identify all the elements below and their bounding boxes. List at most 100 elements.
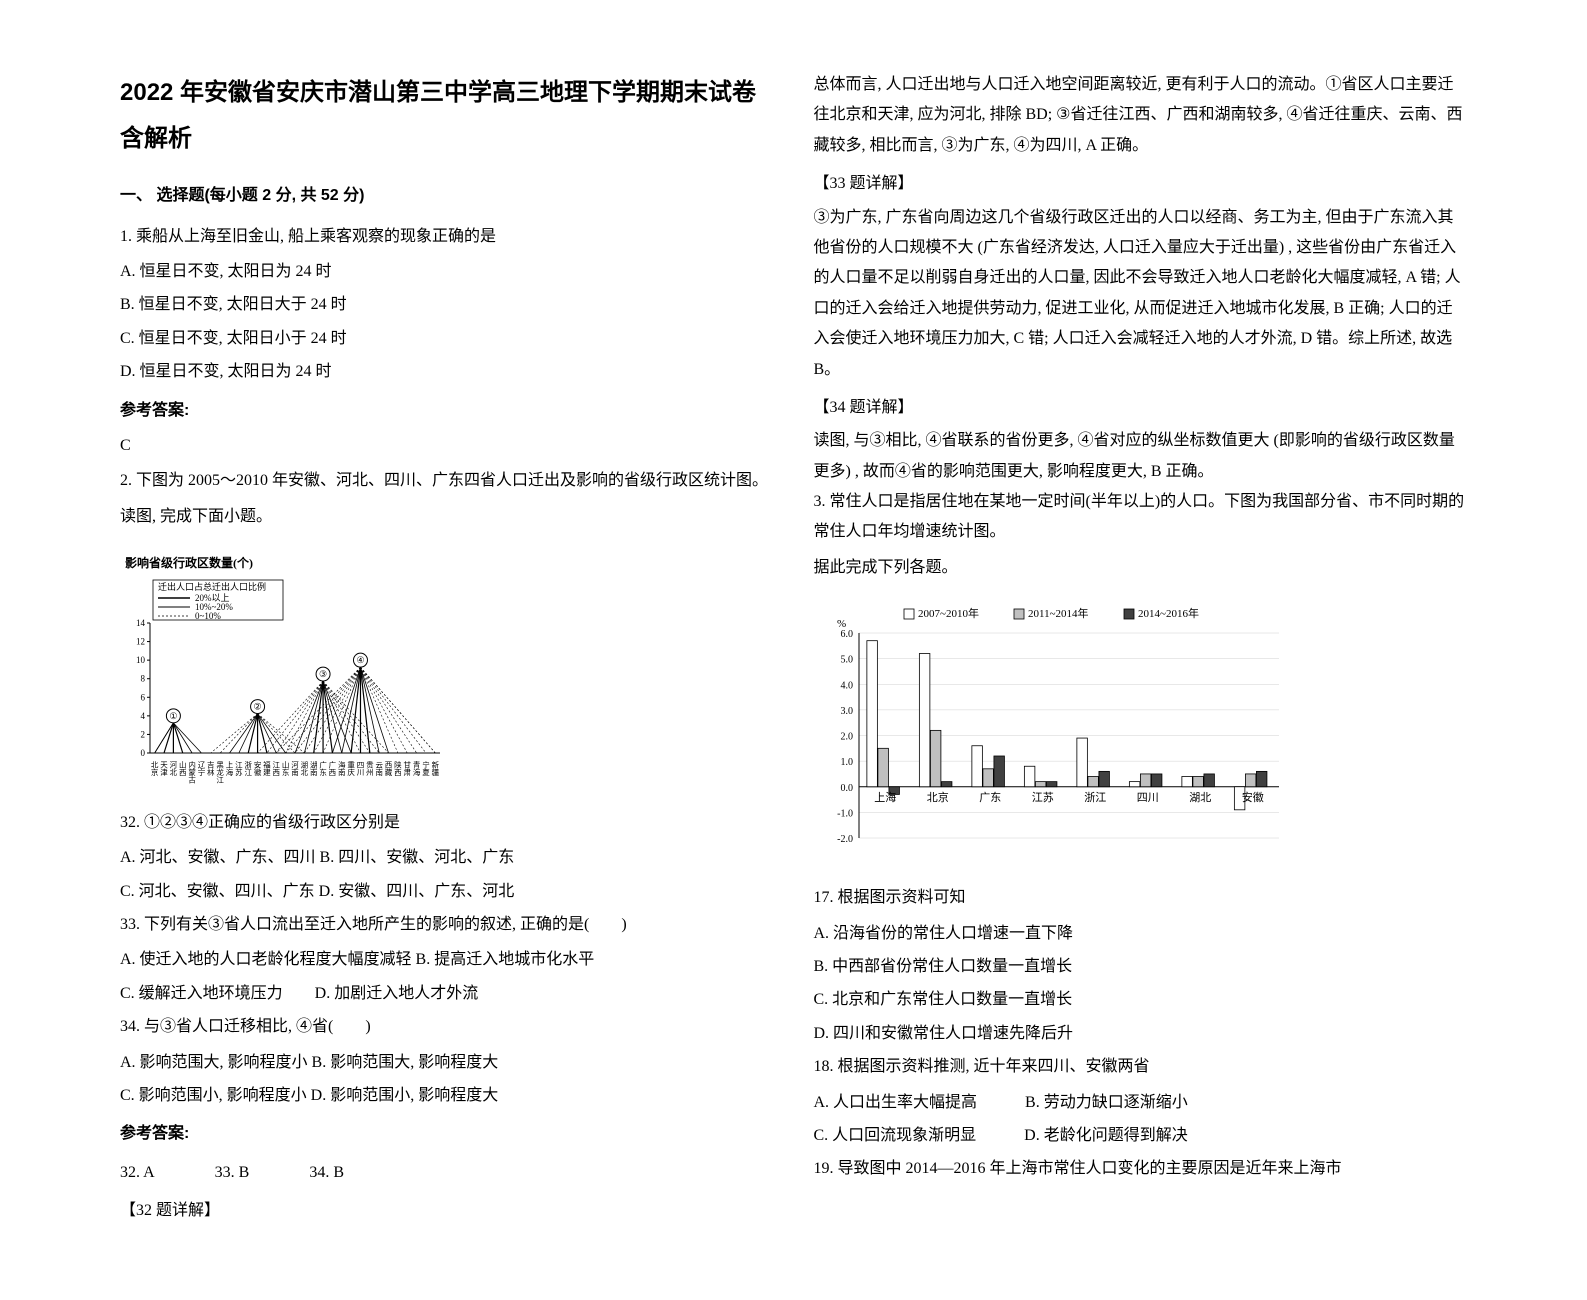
svg-text:5.0: 5.0 [840, 655, 853, 666]
svg-text:北京: 北京 [926, 790, 948, 804]
svg-text:重庆: 重庆 [346, 760, 355, 777]
svg-text:湖北: 湖北 [300, 760, 309, 777]
svg-text:上海: 上海 [225, 760, 234, 777]
svg-text:14: 14 [136, 618, 146, 628]
exp32-text: 总体而言, 人口迁出地与人口迁入地空间距离较近, 更有利于人口的流动。①省区人口… [814, 70, 1468, 161]
svg-text:湖南: 湖南 [309, 760, 318, 776]
svg-text:上海: 上海 [874, 790, 896, 804]
q33-stem: 33. 下列有关③省人口流出至迁入地所产生的影响的叙述, 正确的是( ) [120, 910, 774, 940]
q34-ab: A. 影响范围大, 影响程度小 B. 影响范围大, 影响程度大 [120, 1048, 774, 1078]
q19-stem: 19. 导致图中 2014—2016 年上海市常住人口变化的主要原因是近年来上海… [814, 1154, 1468, 1184]
svg-text:2014~2016年: 2014~2016年 [1138, 606, 1199, 620]
svg-text:四川: 四川 [356, 760, 365, 776]
a34: 34. B [309, 1158, 344, 1188]
svg-text:辽宁: 辽宁 [197, 760, 206, 776]
q32-ab: A. 河北、安徽、广东、四川 B. 四川、安徽、河北、广东 [120, 843, 774, 873]
svg-text:安徽: 安徽 [253, 759, 262, 777]
q18-cd: C. 人口回流现象渐明显 D. 老龄化问题得到解决 [814, 1121, 1468, 1151]
svg-text:2.0: 2.0 [840, 732, 853, 743]
svg-text:安徽: 安徽 [1241, 790, 1263, 804]
q33-cd: C. 缓解迁入地环境压力 D. 加剧迁入地人才外流 [120, 979, 774, 1009]
q1-choice-d: D. 恒星日不变, 太阳日为 24 时 [120, 357, 774, 387]
svg-text:湖北: 湖北 [1189, 791, 1211, 804]
q33-ab: A. 使迁入地的人口老龄化程度大幅度减轻 B. 提高迁入地城市化水平 [120, 945, 774, 975]
svg-text:陕西: 陕西 [393, 759, 402, 777]
svg-text:河南: 河南 [290, 760, 299, 776]
exam-title: 2022 年安徽省安庆市潜山第三中学高三地理下学期期末试卷含解析 [120, 70, 774, 161]
svg-text:北京: 北京 [150, 760, 159, 777]
svg-text:广东: 广东 [318, 759, 327, 776]
chart2-container: 2007~2010年2011~2014年2014~2016年%6.05.04.0… [814, 598, 1468, 868]
q17-b: B. 中西部省份常住人口数量一直增长 [814, 952, 1468, 982]
q17-stem: 17. 根据图示资料可知 [814, 883, 1468, 913]
q17-a: A. 沿海省份的常住人口增速一直下降 [814, 919, 1468, 949]
svg-text:广东: 广东 [979, 791, 1001, 804]
svg-text:青海: 青海 [412, 759, 421, 777]
q1-answer: C [120, 431, 774, 461]
q17-d: D. 四川和安徽常住人口增速先降后升 [814, 1019, 1468, 1049]
svg-text:12: 12 [136, 636, 145, 646]
q18-ab: A. 人口出生率大幅提高 B. 劳动力缺口逐渐缩小 [814, 1088, 1468, 1118]
svg-text:河北: 河北 [169, 760, 178, 777]
svg-text:4.0: 4.0 [840, 681, 853, 692]
svg-text:浙江: 浙江 [243, 759, 252, 777]
svg-text:迁出人口占总迁出人口比例: 迁出人口占总迁出人口比例 [158, 581, 266, 592]
svg-text:①: ① [169, 711, 177, 721]
svg-text:江苏: 江苏 [1031, 791, 1053, 804]
q3-intro1: 3. 常住人口是指居住地在某地一定时间(半年以上)的人口。下图为我国部分省、市不… [814, 487, 1468, 548]
q32-stem: 32. ①②③④正确应的省级行政区分别是 [120, 808, 774, 838]
exp34-text: 读图, 与③相比, ④省联系的省份更多, ④省对应的纵坐标数值更大 (即影响的省… [814, 426, 1468, 487]
svg-text:新疆: 新疆 [431, 759, 440, 777]
svg-text:2: 2 [141, 729, 146, 739]
svg-text:10: 10 [136, 655, 146, 665]
q17-c: C. 北京和广东常住人口数量一直增长 [814, 985, 1468, 1015]
svg-text:8: 8 [141, 674, 146, 684]
answer-label-1: 参考答案: [120, 396, 774, 426]
svg-text:四川: 四川 [1136, 792, 1158, 804]
svg-text:甘肃: 甘肃 [403, 759, 412, 777]
answer-group: 32. A 33. B 34. B [120, 1158, 774, 1188]
q3-intro2: 据此完成下列各题。 [814, 553, 1468, 583]
svg-text:山东: 山东 [281, 759, 290, 776]
svg-text:0.0: 0.0 [840, 783, 853, 794]
svg-text:天津: 天津 [159, 760, 168, 777]
a33: 33. B [215, 1158, 250, 1188]
svg-text:2011~2014年: 2011~2014年 [1028, 606, 1089, 620]
svg-text:吉林: 吉林 [206, 760, 215, 777]
q1-choice-c: C. 恒星日不变, 太阳日小于 24 时 [120, 324, 774, 354]
svg-text:江苏: 江苏 [234, 760, 243, 777]
q18-stem: 18. 根据图示资料推测, 近十年来四川、安徽两省 [814, 1052, 1468, 1082]
svg-text:广西: 广西 [328, 759, 337, 777]
svg-text:1.0: 1.0 [840, 757, 853, 768]
svg-text:宁夏: 宁夏 [421, 759, 430, 776]
svg-text:-2.0: -2.0 [837, 834, 853, 845]
chart1-container: 影响省级行政区数量(个) 迁出人口占总迁出人口比例20%以上10%~20%0~1… [120, 547, 774, 793]
svg-text:福建: 福建 [262, 760, 271, 777]
svg-text:2007~2010年: 2007~2010年 [918, 606, 979, 620]
exp34-label: 【34 题详解】 [814, 393, 1468, 423]
svg-text:0~10%: 0~10% [195, 611, 221, 621]
q2-intro2: 读图, 完成下面小题。 [120, 502, 774, 532]
svg-text:3.0: 3.0 [840, 706, 853, 717]
q1-stem: 1. 乘船从上海至旧金山, 船上乘客观察的现象正确的是 [120, 222, 774, 252]
svg-text:贵州: 贵州 [365, 759, 374, 776]
svg-text:③: ③ [319, 669, 327, 679]
svg-text:0: 0 [141, 748, 146, 758]
svg-text:山西: 山西 [178, 759, 187, 777]
svg-text:②: ② [254, 701, 262, 711]
chart2-svg: 2007~2010年2011~2014年2014~2016年%6.05.04.0… [819, 603, 1289, 863]
answer-label-2: 参考答案: [120, 1119, 774, 1149]
q34-stem: 34. 与③省人口迁移相比, ④省( ) [120, 1012, 774, 1042]
svg-text:江西: 江西 [272, 760, 281, 777]
exp32-label: 【32 题详解】 [120, 1196, 774, 1226]
q1-choice-b: B. 恒星日不变, 太阳日大于 24 时 [120, 290, 774, 320]
svg-text:海南: 海南 [337, 759, 346, 776]
svg-text:6: 6 [141, 692, 146, 702]
svg-text:黑龙江: 黑龙江 [215, 760, 224, 784]
section-one-header: 一、 选择题(每小题 2 分, 共 52 分) [120, 181, 774, 211]
a32: 32. A [120, 1158, 155, 1188]
svg-text:6.0: 6.0 [840, 629, 853, 640]
svg-text:西藏: 西藏 [384, 760, 393, 777]
q1-choice-a: A. 恒星日不变, 太阳日为 24 时 [120, 257, 774, 287]
svg-text:内蒙古: 内蒙古 [187, 759, 196, 784]
